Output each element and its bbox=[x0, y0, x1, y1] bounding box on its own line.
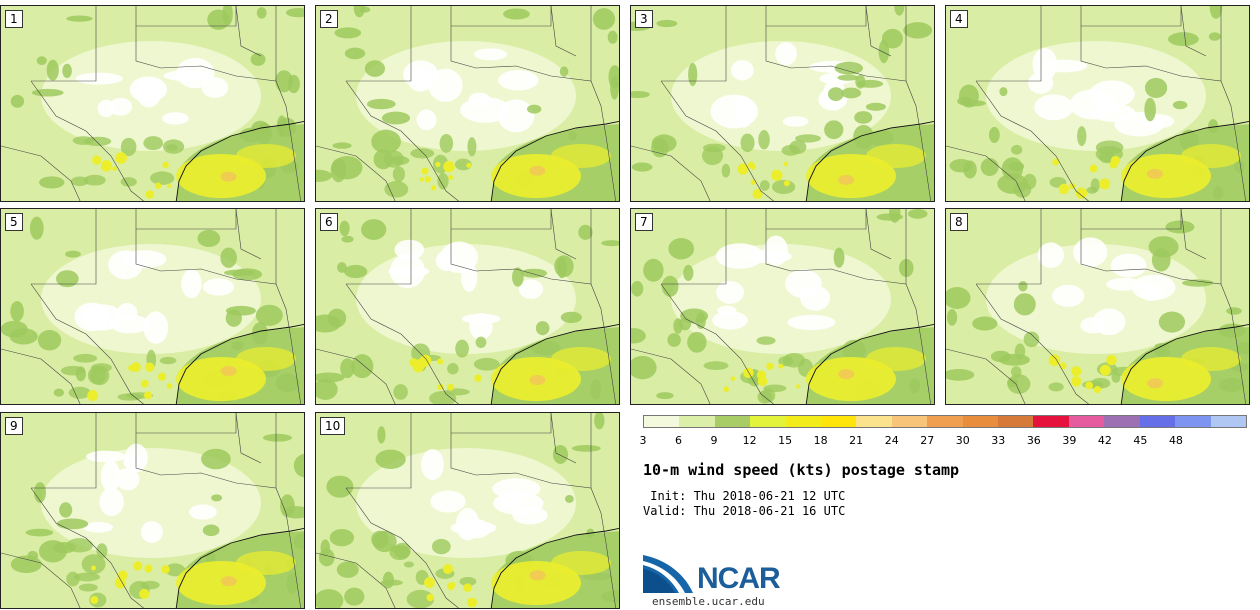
colorbar-segment bbox=[891, 416, 928, 427]
colorbar-segment bbox=[750, 416, 786, 427]
colorbar-tick-label: 18 bbox=[813, 434, 828, 447]
colorbar-tick-label: 27 bbox=[920, 434, 935, 447]
postage-stamp-panel: 6 bbox=[315, 208, 620, 405]
colorbar bbox=[643, 415, 1247, 428]
postage-stamp-panel: 4 bbox=[945, 5, 1250, 202]
colorbar-segment bbox=[785, 416, 822, 427]
postage-stamp-panel: 7 bbox=[630, 208, 935, 405]
panel-number: 6 bbox=[320, 213, 338, 231]
panel-number: 5 bbox=[5, 213, 23, 231]
colorbar-tick-label: 39 bbox=[1062, 434, 1077, 447]
colorbar-tick-label: 6 bbox=[675, 434, 683, 447]
colorbar-tick-label: 9 bbox=[710, 434, 718, 447]
wind-speed-map bbox=[946, 6, 1249, 201]
colorbar-ticks: 3 6 9 12 15 18 21 24 27 30 33 36 39 42 45 48 bbox=[639, 434, 1247, 448]
colorbar-segment bbox=[679, 416, 715, 427]
wind-speed-map bbox=[1, 6, 304, 201]
colorbar-tick-label: 33 bbox=[991, 434, 1006, 447]
colorbar-segment bbox=[714, 416, 751, 427]
panel-number: 3 bbox=[635, 10, 653, 28]
colorbar-tick-label: 21 bbox=[849, 434, 864, 447]
wind-speed-map bbox=[316, 413, 619, 608]
colorbar-segment bbox=[1104, 416, 1140, 427]
panel-number: 2 bbox=[320, 10, 338, 28]
wind-speed-map bbox=[1, 413, 304, 608]
postage-stamp-panel: 2 bbox=[315, 5, 620, 202]
colorbar-tick-label: 24 bbox=[884, 434, 899, 447]
panel-number: 10 bbox=[320, 417, 346, 435]
init-time: Init: Thu 2018-06-21 12 UTC bbox=[643, 489, 846, 503]
colorbar-tick-label: 48 bbox=[1168, 434, 1183, 447]
postage-stamp-panel: 1 bbox=[0, 5, 305, 202]
wind-speed-map bbox=[316, 6, 619, 201]
ncar-logo-icon bbox=[643, 555, 693, 593]
site-url: ensemble.ucar.edu bbox=[652, 595, 765, 608]
postage-stamp-panel: 3 bbox=[630, 5, 935, 202]
wind-speed-map bbox=[946, 209, 1249, 404]
colorbar-tick-label: 42 bbox=[1097, 434, 1112, 447]
panel-number: 9 bbox=[5, 417, 23, 435]
colorbar-tick-label: 15 bbox=[778, 434, 793, 447]
colorbar-segment bbox=[927, 416, 963, 427]
colorbar-segment bbox=[644, 416, 680, 427]
postage-stamp-panel: 10 bbox=[315, 412, 620, 609]
postage-stamp-panel: 5 bbox=[0, 208, 305, 405]
colorbar-segment bbox=[1175, 416, 1211, 427]
colorbar-segment bbox=[856, 416, 892, 427]
colorbar-segment bbox=[998, 416, 1034, 427]
wind-speed-map bbox=[1, 209, 304, 404]
colorbar-tick-label: 45 bbox=[1133, 434, 1148, 447]
colorbar-tick-label: 3 bbox=[639, 434, 647, 447]
colorbar-segment bbox=[1068, 416, 1105, 427]
postage-stamp-panel: 9 bbox=[0, 412, 305, 609]
colorbar-tick-label: 36 bbox=[1026, 434, 1041, 447]
panel-number: 7 bbox=[635, 213, 653, 231]
colorbar-segment bbox=[1210, 416, 1246, 427]
colorbar-tick-label: 12 bbox=[742, 434, 757, 447]
postage-stamp-panel: 8 bbox=[945, 208, 1250, 405]
panel-number: 8 bbox=[950, 213, 968, 231]
ncar-logo-text: NCAR bbox=[697, 562, 781, 595]
wind-speed-map bbox=[631, 6, 934, 201]
wind-speed-map bbox=[316, 209, 619, 404]
map-title: 10-m wind speed (kts) postage stamp bbox=[643, 461, 960, 479]
colorbar-segment bbox=[962, 416, 999, 427]
colorbar-tick-label: 30 bbox=[955, 434, 970, 447]
wind-speed-map bbox=[631, 209, 934, 404]
colorbar-segment bbox=[1139, 416, 1176, 427]
panel-number: 1 bbox=[5, 10, 23, 28]
valid-time: Valid: Thu 2018-06-21 16 UTC bbox=[643, 504, 846, 518]
panel-number: 4 bbox=[950, 10, 968, 28]
colorbar-segment bbox=[821, 416, 857, 427]
colorbar-segment bbox=[1033, 416, 1069, 427]
